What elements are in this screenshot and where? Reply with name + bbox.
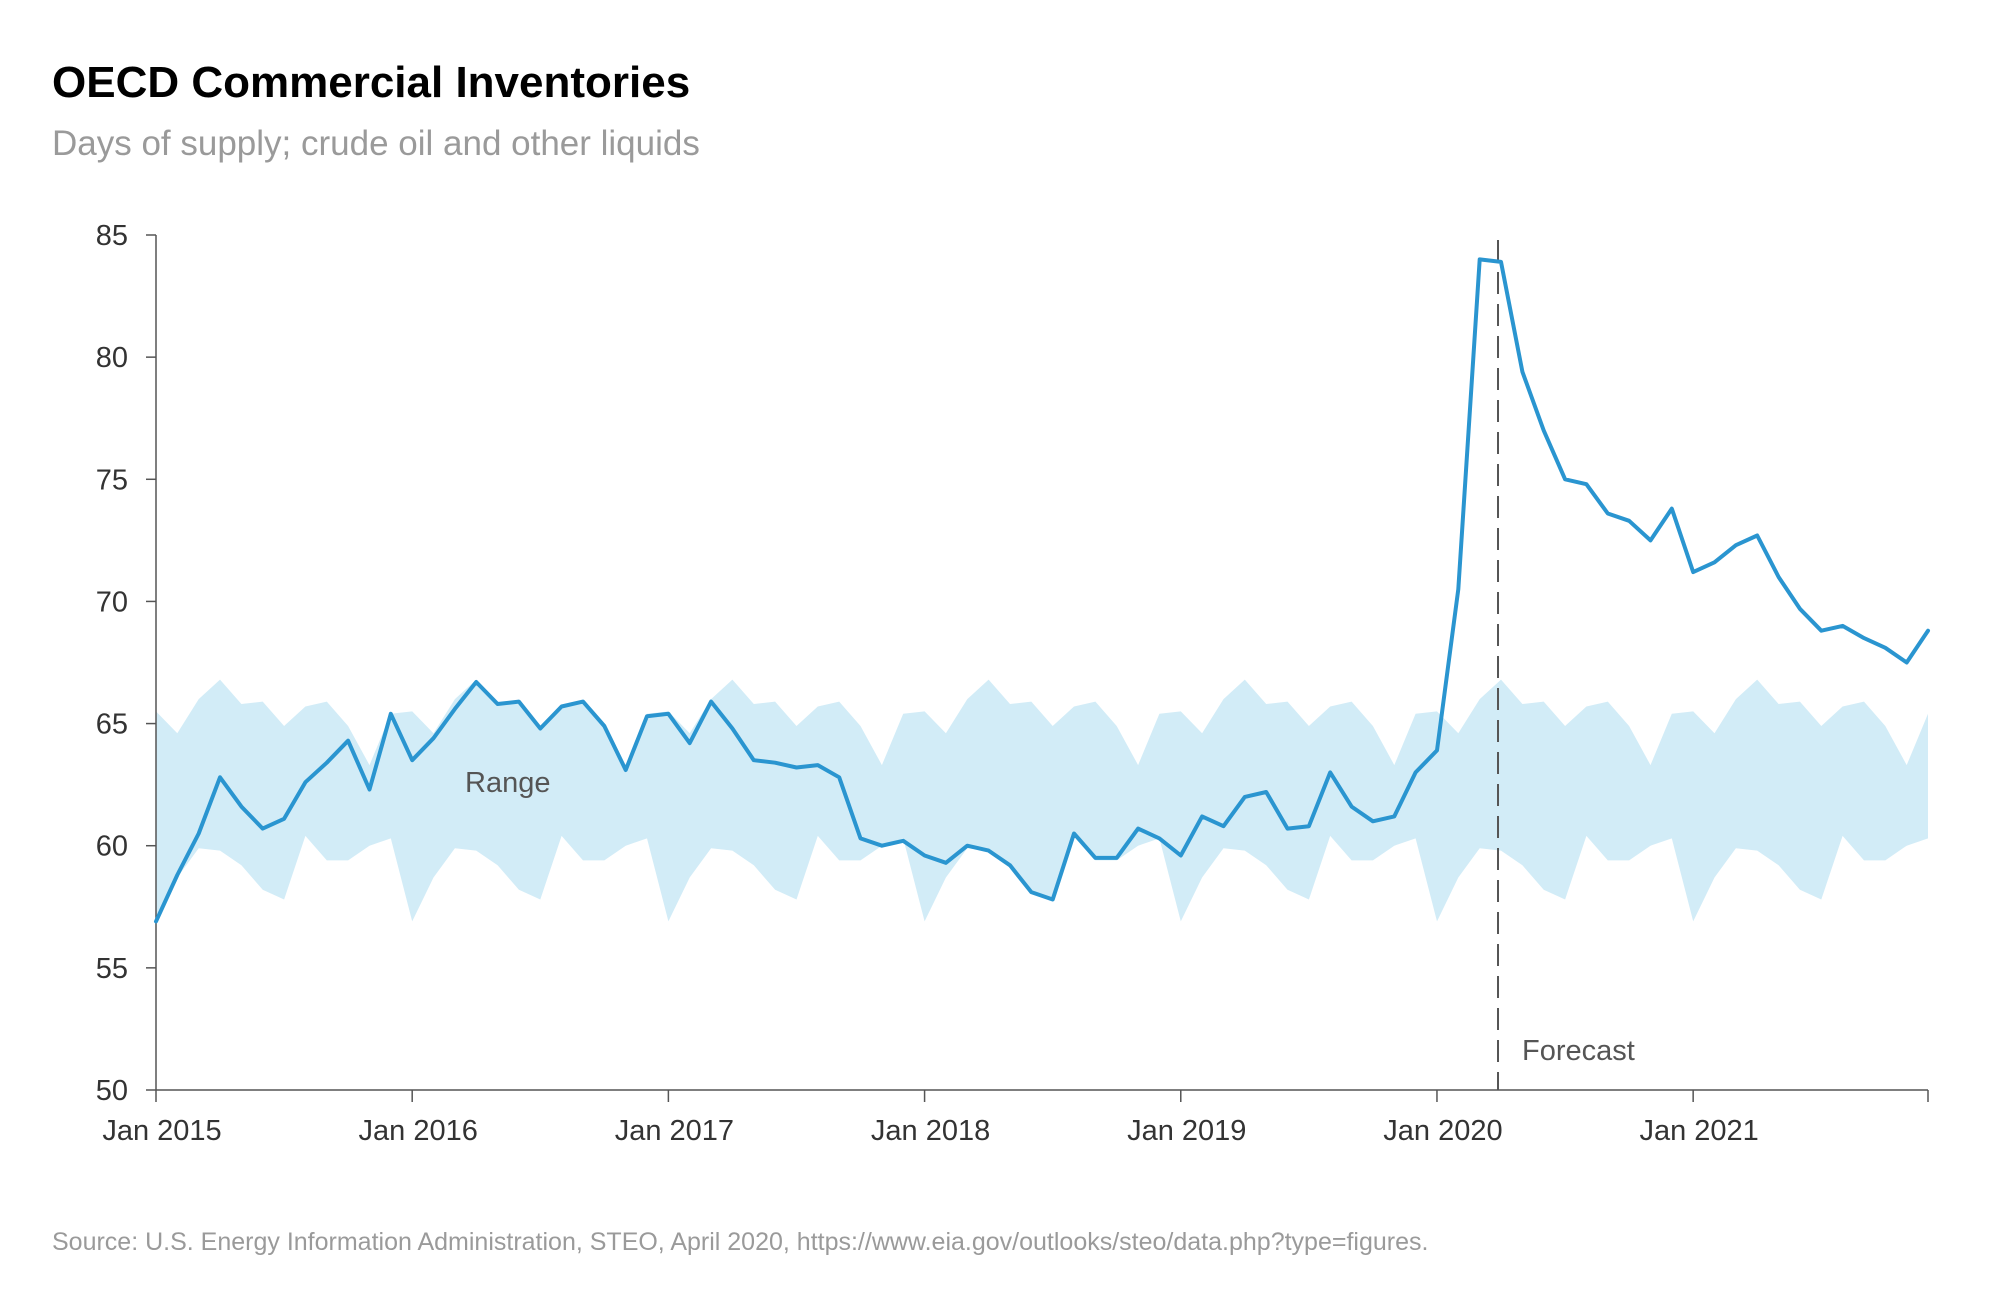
y-tick-label: 65 xyxy=(96,709,128,741)
y-tick-label: 50 xyxy=(96,1075,128,1107)
y-tick-label: 60 xyxy=(96,831,128,863)
inventory-line xyxy=(154,257,1930,924)
x-tick-label: Jan 2019 xyxy=(1127,1115,1246,1147)
range-band xyxy=(156,679,1928,922)
chart-subtitle: Days of supply; crude oil and other liqu… xyxy=(52,124,700,163)
forecast-label: Forecast xyxy=(1522,1035,1635,1067)
x-tick-label: Jan 2018 xyxy=(871,1115,990,1147)
y-tick-label: 55 xyxy=(96,953,128,985)
x-tick-label: Jan 2015 xyxy=(102,1115,221,1147)
y-tick-label: 75 xyxy=(96,464,128,496)
x-tick-label: Jan 2020 xyxy=(1383,1115,1502,1147)
x-tick-label: Jan 2017 xyxy=(615,1115,734,1147)
y-tick-label: 70 xyxy=(96,586,128,618)
x-tick-label: Jan 2021 xyxy=(1639,1115,1758,1147)
source-note: Source: U.S. Energy Information Administ… xyxy=(52,1228,1429,1256)
y-tick-label: 80 xyxy=(96,342,128,374)
y-tick-label: 85 xyxy=(96,220,128,252)
x-tick-label: Jan 2016 xyxy=(359,1115,478,1147)
range-label: Range xyxy=(465,767,550,799)
chart-title: OECD Commercial Inventories xyxy=(52,58,691,107)
